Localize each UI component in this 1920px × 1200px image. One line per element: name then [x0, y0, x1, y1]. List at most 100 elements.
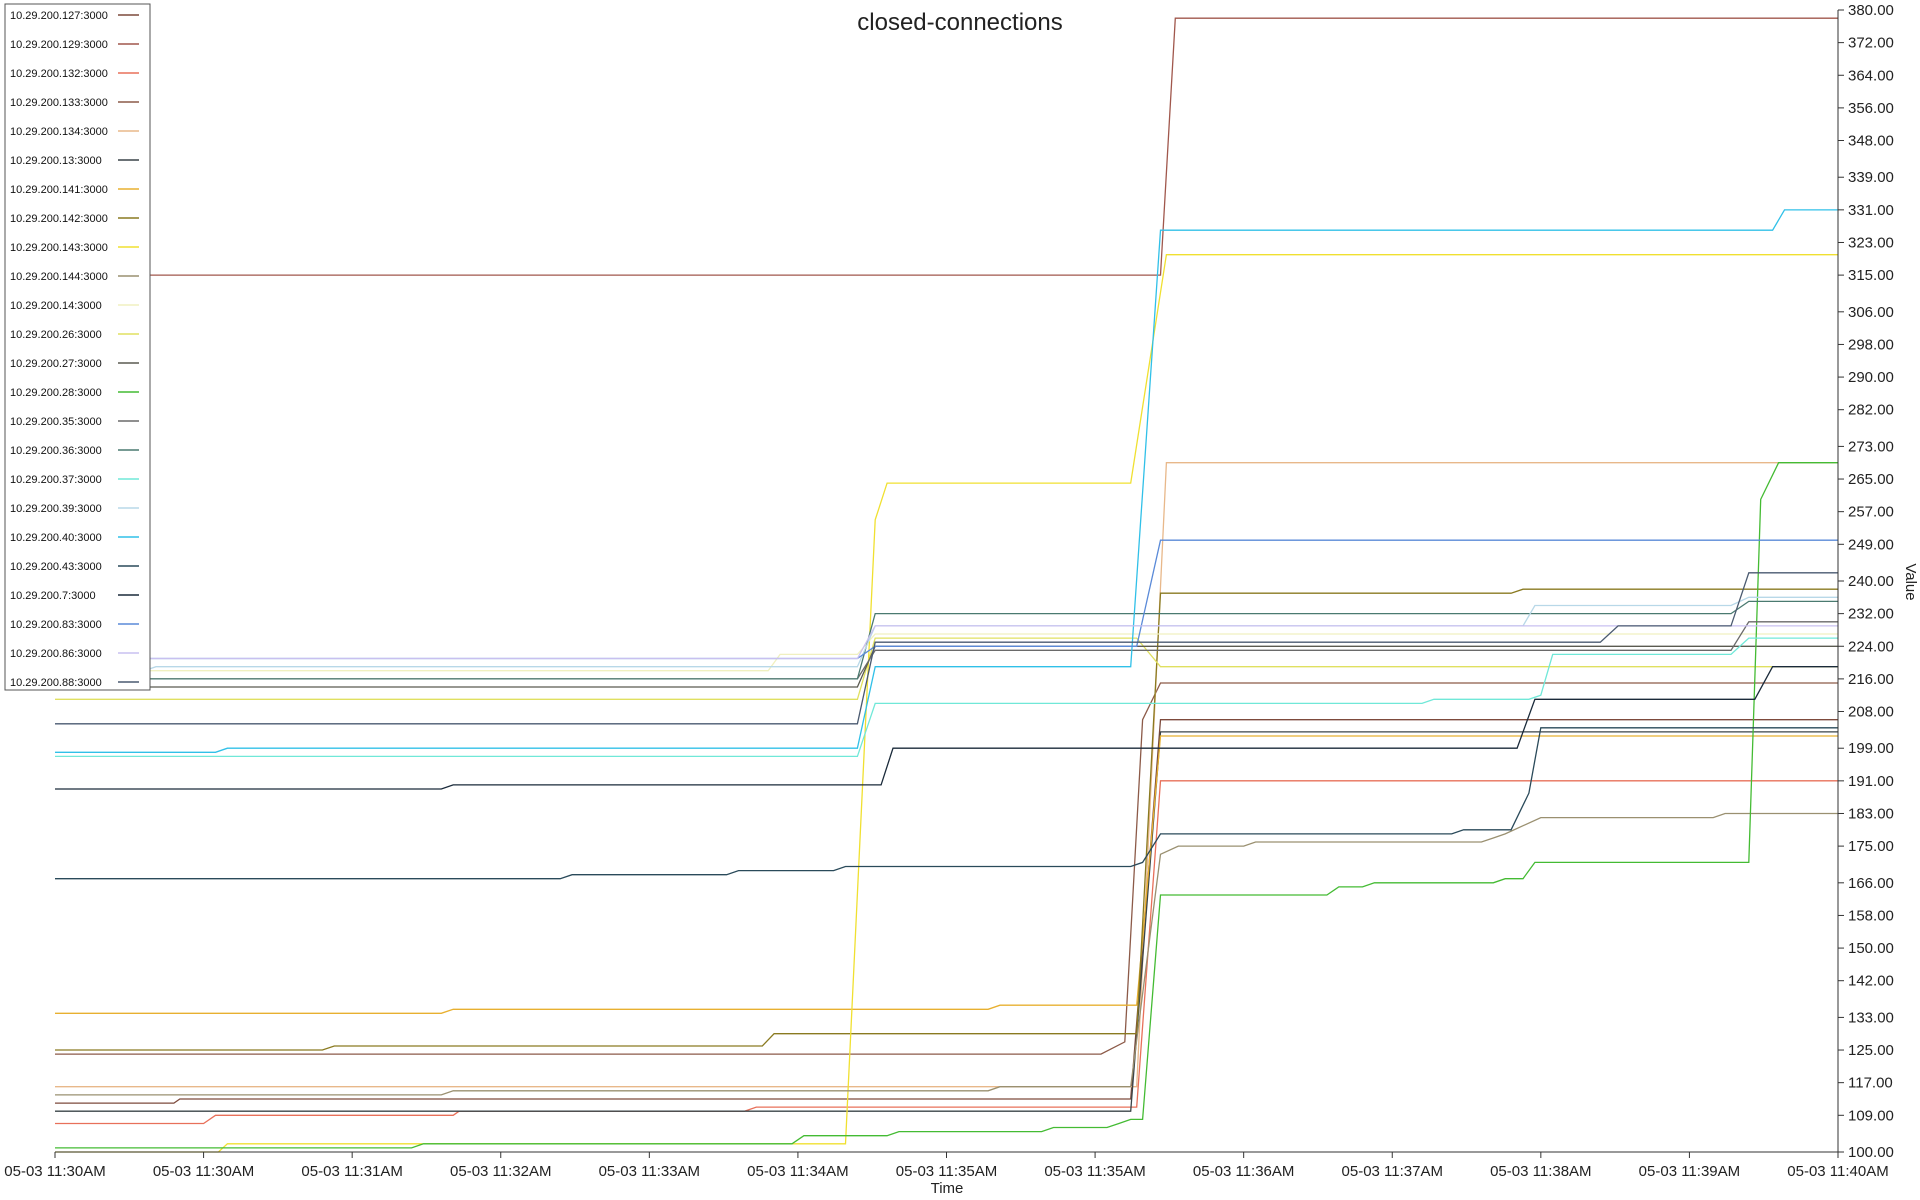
legend-label: 10.29.200.142:3000 [10, 213, 108, 225]
legend-label: 10.29.200.141:3000 [10, 184, 108, 196]
y-tick-label: 125.00 [1848, 1042, 1894, 1059]
legend-label: 10.29.200.39:3000 [10, 503, 102, 515]
legend-label: 10.29.200.143:3000 [10, 242, 108, 254]
series-line-9 [55, 254, 1838, 1153]
series-line-20 [55, 727, 1838, 880]
y-tick-label: 109.00 [1848, 1107, 1894, 1124]
series-line-5 [55, 462, 1838, 1088]
x-tick-label: 05-03 11:39AM [1639, 1163, 1740, 1180]
series-line-17 [55, 637, 1838, 758]
legend-label: 10.29.200.144:3000 [10, 271, 108, 283]
y-tick-label: 142.00 [1848, 973, 1894, 990]
legend-label: 10.29.200.132:3000 [10, 68, 108, 80]
y-tick-label: 175.00 [1848, 838, 1894, 855]
x-axis: 05-03 11:30AM 05-03 11:30AM 05-03 11:31AM 0… [4, 1151, 1889, 1180]
legend-label: 10.29.200.127:3000 [10, 10, 108, 22]
series-line-21 [55, 666, 1838, 790]
y-tick-label: 380.00 [1848, 2, 1894, 19]
series-line-10 [55, 812, 1838, 1096]
series-line-3 [55, 780, 1838, 1125]
y-tick-label: 232.00 [1848, 606, 1894, 623]
y-tick-label: 216.00 [1848, 671, 1894, 688]
legend-label: 10.29.200.27:3000 [10, 358, 102, 370]
series-line-6 [55, 731, 1838, 1112]
x-tick-label: 05-03 11:32AM [450, 1163, 551, 1180]
y-tick-label: 183.00 [1848, 805, 1894, 822]
series-line-1 [55, 719, 1838, 1104]
legend-label: 10.29.200.28:3000 [10, 387, 102, 399]
y-tick-label: 265.00 [1848, 471, 1894, 488]
y-tick-label: 282.00 [1848, 402, 1894, 419]
x-tick-label: 05-03 11:34AM [747, 1163, 848, 1180]
x-tick-label: 05-03 11:36AM [1193, 1163, 1294, 1180]
series-line-22 [55, 539, 1838, 660]
y-tick-label: 323.00 [1848, 234, 1894, 251]
legend-label: 10.29.200.37:3000 [10, 474, 102, 486]
series-line-24 [55, 572, 1838, 725]
y-tick-label: 158.00 [1848, 907, 1894, 924]
y-axis: 100.00 109.00 117.00 125.00 133.00 142.00 150.… [1837, 2, 1894, 1161]
series-line-23 [55, 625, 1838, 660]
legend-label: 10.29.200.13:3000 [10, 155, 102, 167]
y-tick-label: 240.00 [1848, 573, 1894, 590]
y-tick-label: 290.00 [1848, 369, 1894, 386]
y-tick-label: 273.00 [1848, 438, 1894, 455]
legend-label: 10.29.200.26:3000 [10, 329, 102, 341]
y-tick-label: 315.00 [1848, 267, 1894, 284]
y-tick-label: 166.00 [1848, 875, 1894, 892]
series-line-11 [55, 633, 1838, 672]
legend-label: 10.29.200.35:3000 [10, 416, 102, 428]
legend-label: 10.29.200.86:3000 [10, 648, 102, 660]
y-tick-label: 208.00 [1848, 704, 1894, 721]
x-tick-label: 05-03 11:30AM [153, 1163, 254, 1180]
x-tick-label: 05-03 11:38AM [1490, 1163, 1591, 1180]
series-line-4 [55, 682, 1838, 1055]
x-tick-label: 05-03 11:37AM [1342, 1163, 1443, 1180]
series-line-19 [55, 209, 1838, 753]
series-line-13 [55, 645, 1838, 688]
y-tick-label: 372.00 [1848, 35, 1894, 52]
x-axis-title: Time [931, 1180, 964, 1197]
series-line-12 [55, 637, 1838, 700]
y-tick-label: 364.00 [1848, 67, 1894, 84]
x-tick-label: 05-03 11:35AM [1044, 1163, 1145, 1180]
series-line-7 [55, 735, 1838, 1014]
y-tick-label: 133.00 [1848, 1009, 1894, 1026]
legend-box [4, 3, 151, 691]
y-tick-label: 117.00 [1848, 1075, 1893, 1092]
legend: 10.29.200.127:3000 10.29.200.129:3000 10.2… [4, 3, 151, 691]
legend-label: 10.29.200.133:3000 [10, 97, 108, 109]
x-tick-label: 05-03 11:35AM [896, 1163, 997, 1180]
legend-label: 10.29.200.43:3000 [10, 561, 102, 573]
series-lines [55, 17, 1838, 1153]
y-tick-label: 249.00 [1848, 536, 1894, 553]
x-tick-label: 05-03 11:33AM [599, 1163, 700, 1180]
y-axis-title: Value [1902, 563, 1919, 600]
y-tick-label: 191.00 [1848, 773, 1894, 790]
y-tick-label: 298.00 [1848, 336, 1894, 353]
chart-title: closed-connections [857, 9, 1062, 36]
y-tick-label: 306.00 [1848, 304, 1894, 321]
y-tick-label: 257.00 [1848, 504, 1894, 521]
y-tick-label: 150.00 [1848, 940, 1894, 957]
y-tick-label: 199.00 [1848, 740, 1894, 757]
series-line-16 [55, 600, 1838, 680]
legend-label: 10.29.200.83:3000 [10, 619, 102, 631]
series-line-14 [55, 462, 1838, 1149]
legend-label: 10.29.200.129:3000 [10, 39, 108, 51]
y-tick-label: 331.00 [1848, 202, 1894, 219]
y-tick-label: 356.00 [1848, 100, 1894, 117]
y-tick-label: 224.00 [1848, 638, 1894, 655]
y-tick-label: 100.00 [1848, 1144, 1894, 1161]
legend-label: 10.29.200.134:3000 [10, 126, 108, 138]
legend-label: 10.29.200.40:3000 [10, 532, 102, 544]
y-tick-label: 339.00 [1848, 169, 1894, 186]
legend-label: 10.29.200.36:3000 [10, 445, 102, 457]
series-line-2 [55, 17, 1838, 276]
series-line-8 [55, 588, 1838, 1051]
x-tick-label: 05-03 11:40AM [1787, 1163, 1888, 1180]
x-tick-label: 05-03 11:31AM [301, 1163, 402, 1180]
x-tick-label: 05-03 11:30AM [4, 1163, 105, 1180]
